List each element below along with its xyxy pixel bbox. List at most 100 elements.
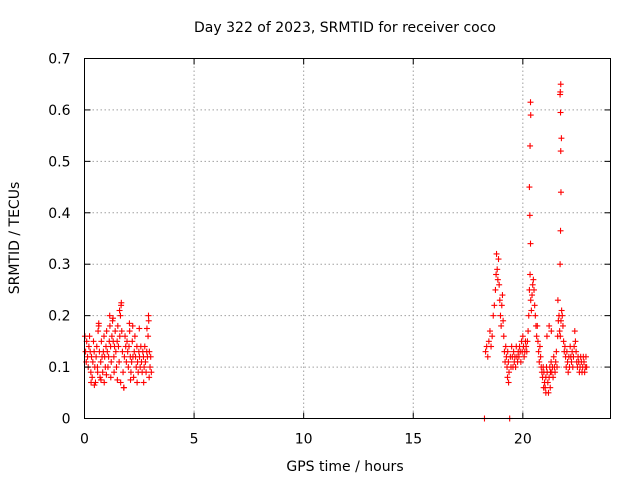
data-point	[495, 256, 502, 263]
data-point	[120, 384, 127, 391]
data-point	[85, 343, 92, 350]
data-point	[527, 297, 534, 304]
data-points	[81, 81, 590, 422]
data-point	[540, 384, 547, 391]
data-point	[583, 364, 590, 371]
data-point	[120, 369, 127, 376]
data-point	[89, 358, 96, 365]
data-point	[111, 369, 118, 376]
data-point	[134, 379, 141, 386]
data-point	[493, 271, 500, 278]
x-tick-label: 20	[514, 432, 532, 448]
data-point	[106, 312, 113, 319]
data-point	[554, 364, 561, 371]
data-point	[561, 343, 568, 350]
data-point	[526, 184, 533, 191]
data-point	[97, 376, 104, 383]
data-point	[130, 374, 137, 381]
data-point	[531, 302, 538, 309]
plot-frame	[84, 58, 611, 419]
data-point	[544, 379, 551, 386]
data-point	[146, 374, 153, 381]
x-tick-label: 15	[404, 432, 422, 448]
data-point	[581, 369, 588, 376]
data-point	[103, 328, 110, 335]
data-point	[147, 364, 154, 371]
y-tick-label: 0.5	[48, 154, 70, 170]
data-point	[482, 348, 489, 355]
data-point	[147, 353, 154, 360]
data-point	[148, 369, 155, 376]
data-point	[112, 328, 119, 335]
data-point	[107, 374, 114, 381]
data-point	[557, 227, 564, 234]
data-point	[127, 369, 134, 376]
data-point	[114, 338, 121, 345]
data-point	[124, 348, 131, 355]
grid	[84, 58, 611, 419]
data-point	[557, 317, 564, 324]
data-point	[125, 364, 132, 371]
data-point	[537, 353, 544, 360]
data-point	[527, 112, 534, 119]
data-point	[118, 299, 125, 306]
data-point	[557, 261, 564, 268]
data-point	[506, 369, 513, 376]
data-point	[552, 369, 559, 376]
data-point	[527, 271, 534, 278]
data-point	[116, 307, 123, 314]
data-point	[557, 81, 564, 88]
data-point	[143, 325, 150, 332]
data-point	[95, 320, 102, 327]
data-point	[128, 358, 135, 365]
data-point	[131, 333, 138, 340]
x-tick-label: 10	[295, 432, 313, 448]
data-point	[499, 292, 506, 299]
data-point	[106, 322, 113, 329]
data-point	[504, 374, 511, 381]
data-point	[98, 338, 105, 345]
y-tick-label: 0.2	[48, 309, 70, 325]
data-point	[490, 312, 497, 319]
data-point	[496, 281, 503, 288]
data-point	[531, 286, 538, 293]
data-point	[89, 374, 96, 381]
data-point	[129, 338, 136, 345]
data-point	[110, 353, 117, 360]
data-point	[484, 353, 491, 360]
data-point	[521, 353, 528, 360]
data-point	[143, 369, 150, 376]
data-point	[568, 358, 575, 365]
x-tick-label: 5	[190, 432, 199, 448]
data-point	[560, 338, 567, 345]
data-point	[492, 286, 499, 293]
data-point	[543, 333, 550, 340]
data-point	[523, 348, 530, 355]
data-point	[141, 364, 148, 371]
data-point	[493, 250, 500, 257]
data-point	[118, 328, 125, 335]
data-point	[126, 320, 133, 327]
data-point	[525, 312, 532, 319]
data-point	[485, 338, 492, 345]
data-point	[122, 333, 129, 340]
data-point	[127, 376, 134, 383]
data-point	[512, 364, 519, 371]
data-point	[532, 312, 539, 319]
data-point	[119, 348, 126, 355]
axis-ticks: 0 5 10 15 20 0 0.1 0.2 0.3 0.4 0.5 0.6 0.7	[48, 52, 611, 448]
data-point	[582, 353, 589, 360]
data-point	[525, 328, 532, 335]
data-point	[527, 142, 534, 149]
data-point	[580, 358, 587, 365]
data-point	[145, 317, 152, 324]
chart-title: Day 322 of 2023, SRMTID for receiver coc…	[194, 20, 496, 36]
data-point	[486, 328, 493, 335]
data-point	[505, 379, 512, 386]
data-point	[528, 307, 535, 314]
data-point	[90, 338, 97, 345]
data-point	[534, 322, 541, 329]
data-point	[488, 343, 495, 350]
data-point	[95, 328, 102, 335]
